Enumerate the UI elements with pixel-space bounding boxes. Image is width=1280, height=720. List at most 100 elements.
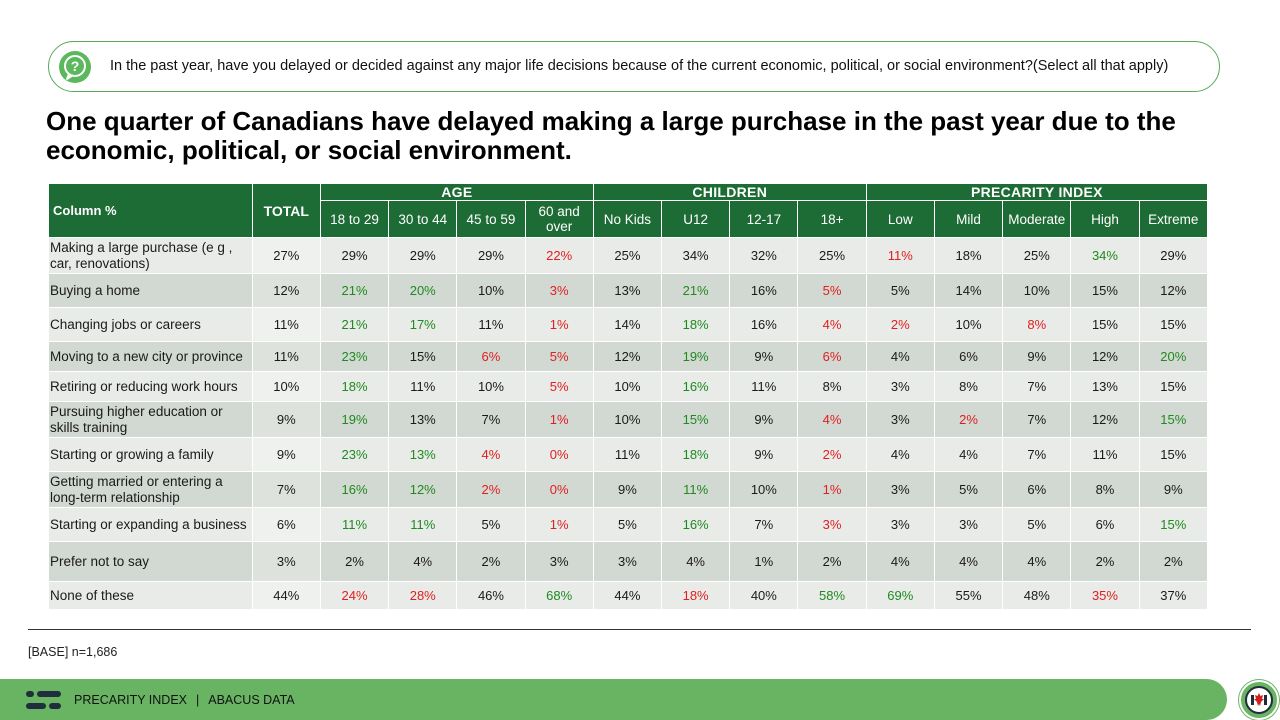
value-cell: 12% xyxy=(1071,342,1140,372)
value-cell: 19% xyxy=(662,342,731,372)
value-cell: 29% xyxy=(457,238,526,274)
value-cell: 3% xyxy=(866,402,935,438)
value-cell: 4% xyxy=(798,402,867,438)
value-cell: 4% xyxy=(866,342,935,372)
total-cell: 7% xyxy=(252,472,321,508)
group-header-precarity-index: PRECARITY INDEX xyxy=(866,184,1208,201)
value-cell: 16% xyxy=(730,274,799,308)
value-cell: 1% xyxy=(525,308,594,342)
value-cell: 29% xyxy=(1139,238,1208,274)
value-cell: 17% xyxy=(389,308,458,342)
value-cell: 3% xyxy=(934,508,1004,542)
value-cell: 2% xyxy=(866,308,935,342)
row-label: None of these xyxy=(49,582,253,610)
group-header-age: AGE xyxy=(320,184,594,201)
value-cell: 2% xyxy=(1139,542,1208,582)
value-cell: 16% xyxy=(662,508,731,542)
value-cell: 4% xyxy=(1003,542,1072,582)
total-cell: 11% xyxy=(252,342,321,372)
value-cell: 21% xyxy=(662,274,731,308)
row-label: Prefer not to say xyxy=(49,542,253,582)
footer-separator: | xyxy=(196,693,200,707)
value-cell: 2% xyxy=(1071,542,1140,582)
value-cell: 2% xyxy=(320,542,390,582)
value-cell: 0% xyxy=(525,472,594,508)
value-cell: 1% xyxy=(525,508,594,542)
value-cell: 1% xyxy=(798,472,867,508)
footer-bar xyxy=(0,679,1227,720)
base-note: [BASE] n=1,686 xyxy=(28,645,118,659)
column-header: 18 to 29 xyxy=(320,201,390,238)
value-cell: 29% xyxy=(320,238,390,274)
value-cell: 2% xyxy=(457,472,526,508)
value-cell: 20% xyxy=(1139,342,1208,372)
value-cell: 1% xyxy=(525,402,594,438)
value-cell: 5% xyxy=(1003,508,1072,542)
value-cell: 10% xyxy=(593,402,662,438)
column-header: 12-17 xyxy=(730,201,799,238)
value-cell: 46% xyxy=(457,582,526,610)
value-cell: 23% xyxy=(320,342,390,372)
value-cell: 18% xyxy=(662,308,731,342)
footer-left-text: PRECARITY INDEX xyxy=(74,693,187,707)
total-cell: 9% xyxy=(252,438,321,472)
value-cell: 6% xyxy=(1003,472,1072,508)
value-cell: 16% xyxy=(730,308,799,342)
value-cell: 11% xyxy=(593,438,662,472)
value-cell: 4% xyxy=(866,438,935,472)
value-cell: 5% xyxy=(798,274,867,308)
column-header: 60 and over xyxy=(525,201,594,238)
value-cell: 8% xyxy=(1071,472,1140,508)
value-cell: 2% xyxy=(798,542,867,582)
row-label: Changing jobs or careers xyxy=(49,308,253,342)
group-header-children: CHILDREN xyxy=(593,184,867,201)
value-cell: 4% xyxy=(866,542,935,582)
question-box: ? In the past year, have you delayed or … xyxy=(48,41,1220,92)
results-table: Column % TOTAL AGE CHILDREN PRECARITY IN… xyxy=(49,184,1208,610)
total-header: TOTAL xyxy=(252,184,321,238)
value-cell: 10% xyxy=(934,308,1004,342)
value-cell: 11% xyxy=(1071,438,1140,472)
value-cell: 35% xyxy=(1071,582,1140,610)
value-cell: 11% xyxy=(457,308,526,342)
table-row: Pursuing higher education or skills trai… xyxy=(49,402,1208,438)
value-cell: 6% xyxy=(1071,508,1140,542)
value-cell: 58% xyxy=(798,582,867,610)
value-cell: 15% xyxy=(1071,308,1140,342)
column-header: Low xyxy=(866,201,935,238)
value-cell: 3% xyxy=(525,274,594,308)
row-label: Moving to a new city or province xyxy=(49,342,253,372)
value-cell: 14% xyxy=(934,274,1004,308)
value-cell: 12% xyxy=(389,472,458,508)
row-label: Retiring or reducing work hours xyxy=(49,372,253,402)
table-row: Moving to a new city or province 11% 23% 15… xyxy=(49,342,1208,372)
value-cell: 3% xyxy=(593,542,662,582)
table-row: Retiring or reducing work hours 10% 18% 11%… xyxy=(49,372,1208,402)
value-cell: 21% xyxy=(320,308,390,342)
footer-right-text: ABACUS DATA xyxy=(208,693,295,707)
value-cell: 11% xyxy=(389,372,458,402)
column-header: No Kids xyxy=(593,201,662,238)
value-cell: 4% xyxy=(457,438,526,472)
table-header: Column % TOTAL AGE CHILDREN PRECARITY IN… xyxy=(49,184,1208,238)
column-percent-header: Column % xyxy=(49,184,253,238)
total-cell: 3% xyxy=(252,542,321,582)
table-row: Starting or growing a family 9% 23% 13% 4% 0%… xyxy=(49,438,1208,472)
value-cell: 3% xyxy=(798,508,867,542)
value-cell: 4% xyxy=(934,438,1004,472)
abacus-logo-icon xyxy=(24,689,64,713)
value-cell: 4% xyxy=(389,542,458,582)
value-cell: 4% xyxy=(934,542,1004,582)
value-cell: 28% xyxy=(389,582,458,610)
value-cell: 9% xyxy=(730,438,799,472)
column-header: U12 xyxy=(662,201,731,238)
value-cell: 15% xyxy=(1139,508,1208,542)
value-cell: 11% xyxy=(320,508,390,542)
value-cell: 68% xyxy=(525,582,594,610)
total-cell: 9% xyxy=(252,402,321,438)
divider-line xyxy=(28,629,1251,630)
total-cell: 44% xyxy=(252,582,321,610)
headline: One quarter of Canadians have delayed ma… xyxy=(46,106,1176,165)
row-label: Pursuing higher education or skills trai… xyxy=(49,402,253,438)
value-cell: 37% xyxy=(1139,582,1208,610)
